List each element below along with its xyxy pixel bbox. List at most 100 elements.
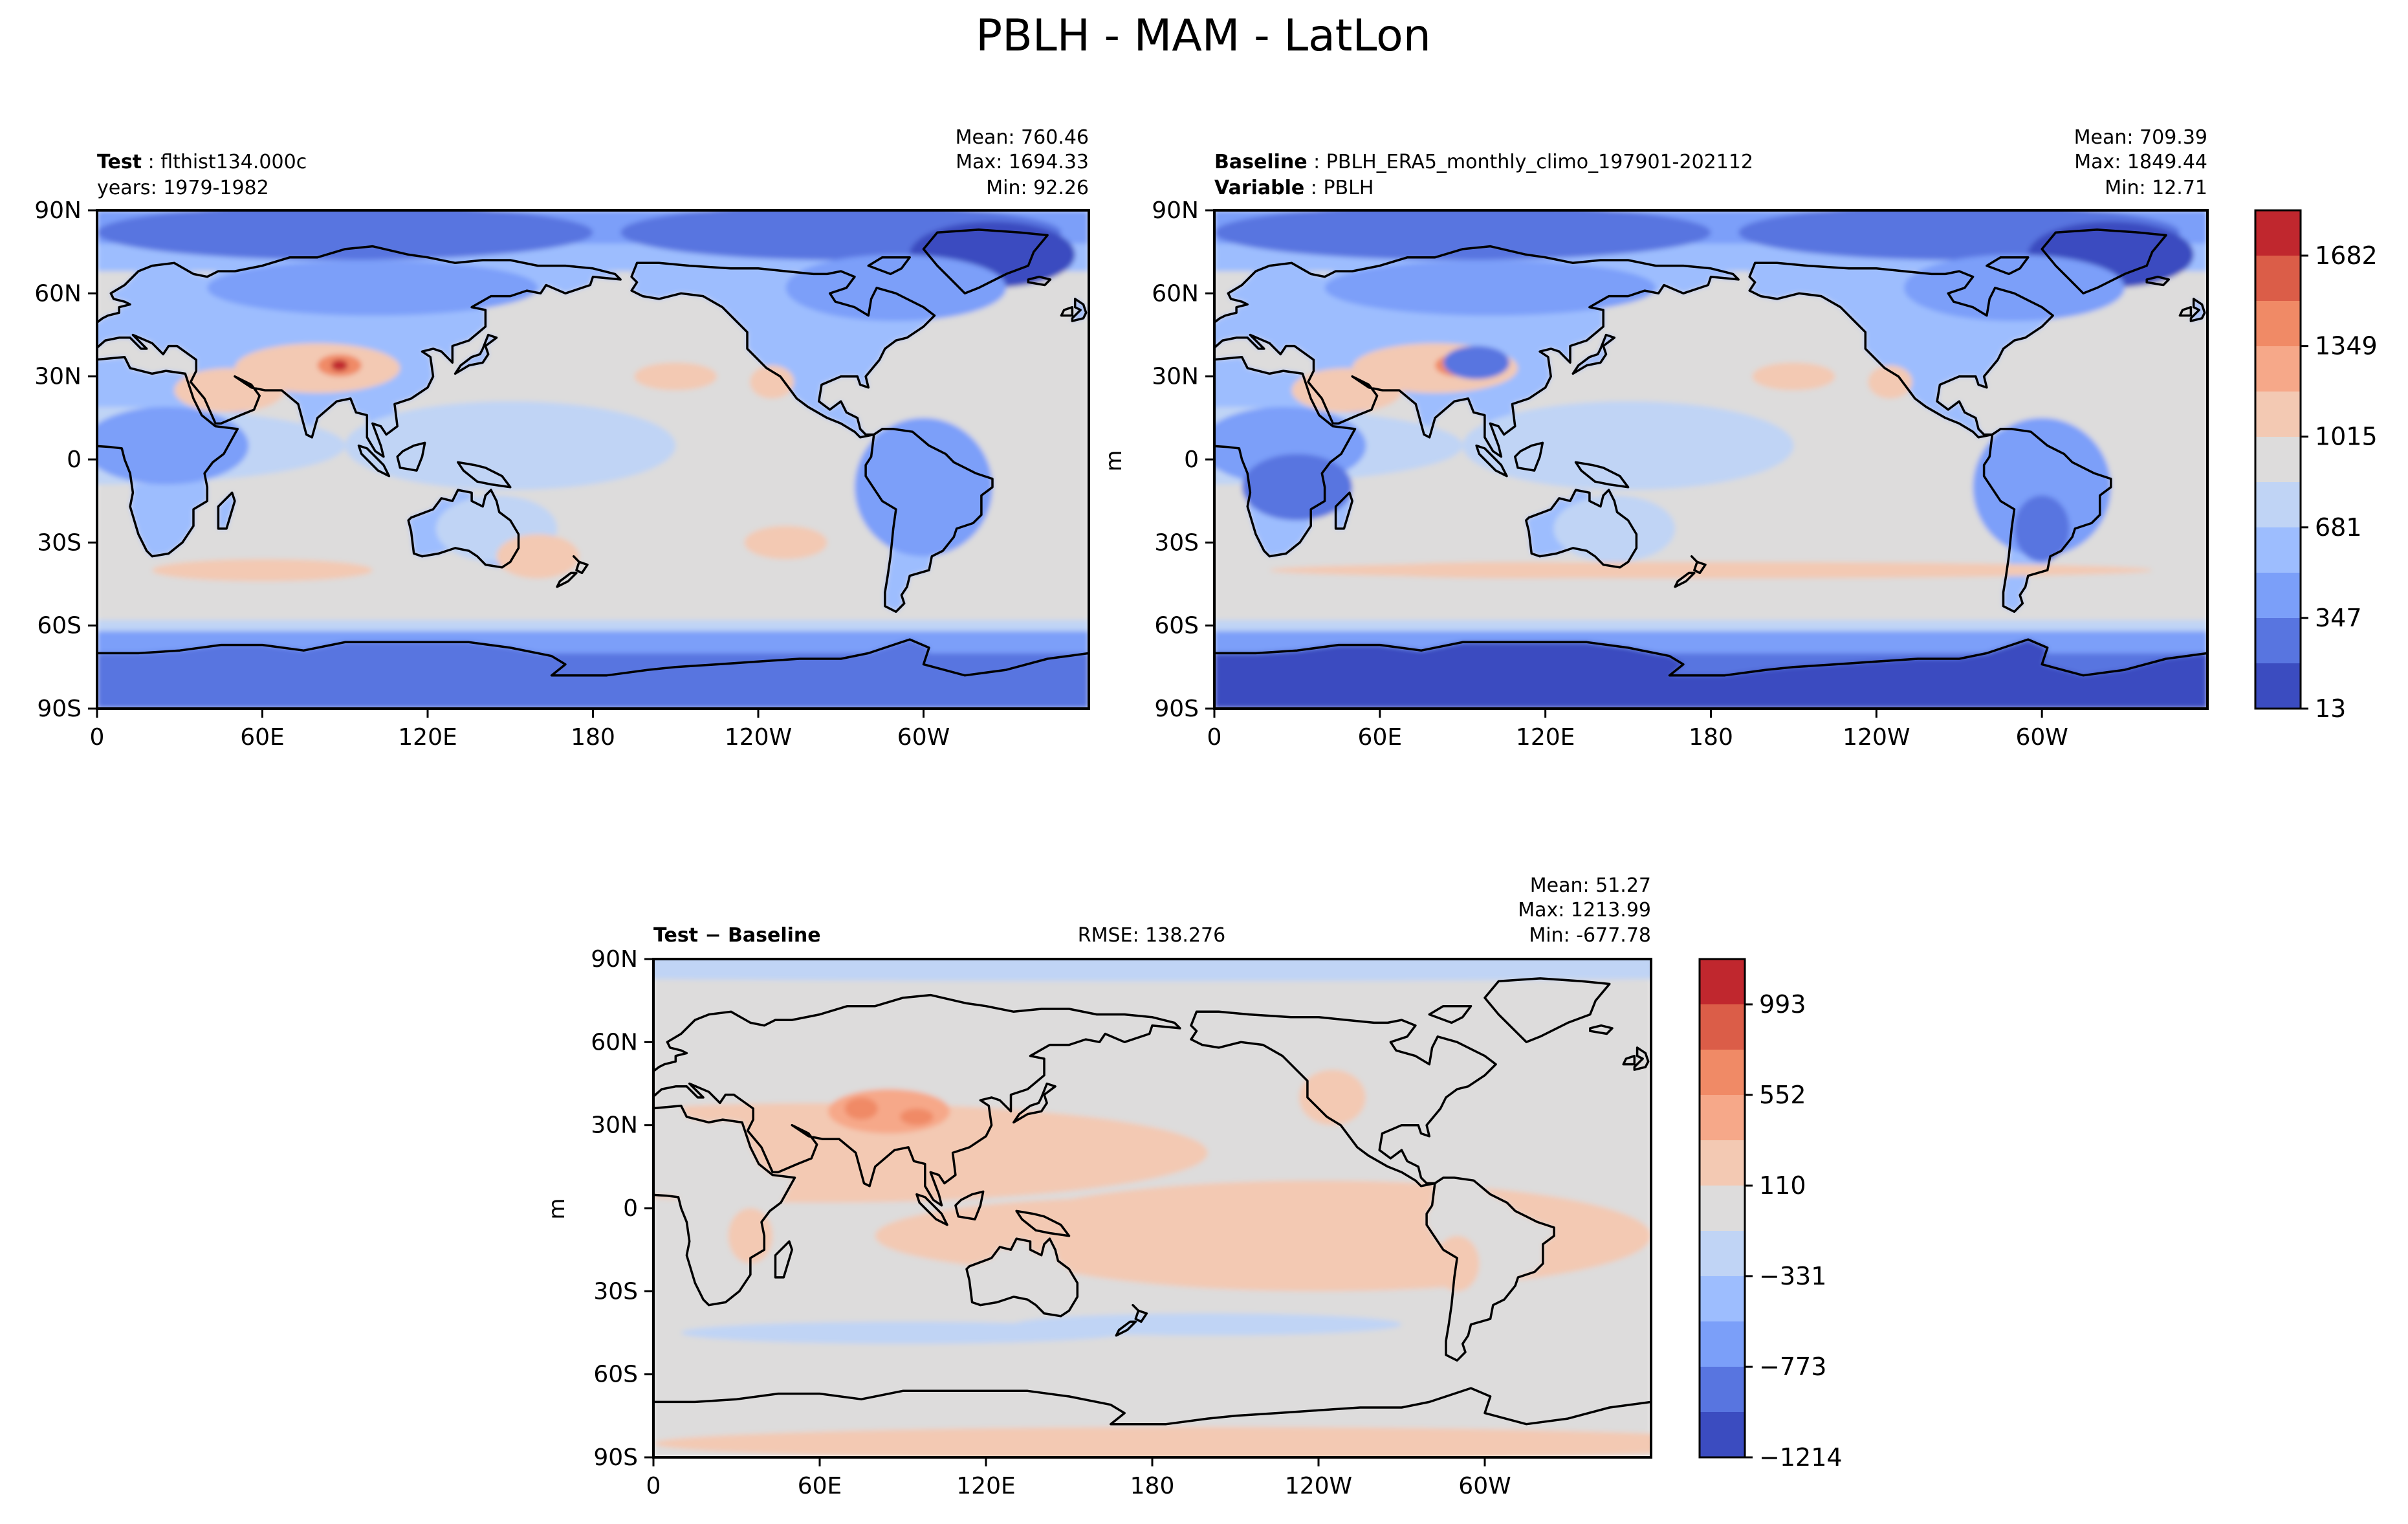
- coastline-namerica: [630, 261, 936, 439]
- colorbar-segment: [2255, 618, 2301, 663]
- coastline-samerica: [864, 428, 994, 613]
- coastline-japan: [1571, 333, 1616, 375]
- baseline-label-sep: :: [1313, 151, 1320, 173]
- test-label-bold: Test: [97, 151, 142, 173]
- x-tick-label: 60E: [1358, 724, 1403, 751]
- colorbar-segment: [1700, 1186, 1745, 1231]
- coastline-ireland: [1622, 1054, 1636, 1066]
- coastline-madagascar: [217, 491, 236, 530]
- x-tick-label: 60W: [2015, 724, 2068, 751]
- y-tick-label: 30S: [593, 1278, 638, 1305]
- y-tick-label: 0: [67, 447, 82, 473]
- x-tick-label: 120W: [1285, 1473, 1352, 1499]
- colorbar-segment: [1700, 1276, 1745, 1321]
- colorbar-segment: [2255, 346, 2301, 392]
- baseline-colorbar: 1682 1349 1015 681 347 13: [2254, 209, 2378, 723]
- coastline-baffin: [1428, 1004, 1472, 1024]
- y-tick-label: 30S: [37, 529, 82, 556]
- x-tick-label: 0: [1207, 724, 1222, 751]
- colorbar-tick-label: 993: [1759, 990, 1806, 1019]
- heatmap-field: [97, 210, 1089, 709]
- colorbar-segment: [2255, 392, 2301, 437]
- colorbar-tick-label: 552: [1759, 1081, 1806, 1109]
- x-tick-label: 180: [1130, 1473, 1175, 1499]
- difference-colorbar: 993 552 110 −331 −773 −1214: [1698, 958, 1843, 1472]
- coastline-greenland: [922, 228, 1049, 295]
- coastline-nzn: [1132, 1303, 1148, 1323]
- baseline-mean: Mean: 709.39: [2074, 126, 2207, 149]
- y-tick-label: 60S: [37, 613, 82, 639]
- x-tick-label: 120W: [1843, 724, 1910, 751]
- y-tick-label: 0: [1184, 447, 1199, 473]
- colorbar-segment: [2255, 482, 2301, 527]
- coastline-borneo: [954, 1190, 985, 1220]
- colorbar-segment: [1700, 959, 1745, 1004]
- svg-text:Test : flthist134.: Test : flthist134.000c: [97, 151, 307, 173]
- y-tick-label: 90S: [593, 1444, 638, 1471]
- y-tick-label: 0: [623, 1195, 638, 1222]
- colorbar-segment: [2255, 256, 2301, 301]
- colorbar-tick-label: 13: [2315, 694, 2346, 723]
- coastline-japan: [1012, 1082, 1056, 1124]
- y-tick-label: 90N: [591, 946, 638, 973]
- x-tick-label: 120E: [1516, 724, 1575, 751]
- colorbar-tick-label: −773: [1759, 1353, 1826, 1381]
- coastline-iceland: [1027, 275, 1052, 287]
- coastlines: [653, 977, 1651, 1457]
- coastline-newguinea: [1015, 1209, 1071, 1237]
- coastline-japan: [454, 333, 498, 375]
- y-tick-label: 90N: [1152, 197, 1199, 224]
- coastline-nzs: [556, 571, 578, 588]
- x-tick-label: 60W: [1458, 1473, 1511, 1499]
- colorbar-segment: [1700, 1321, 1745, 1367]
- y-tick-label: 90S: [1154, 696, 1199, 722]
- colorbar-tick-label: 1015: [2315, 423, 2378, 451]
- coastline-namerica: [1190, 1010, 1497, 1187]
- y-tick-label: 60S: [593, 1362, 638, 1388]
- coastline-sumatra: [915, 1193, 948, 1226]
- test-mean: Mean: 760.46: [956, 126, 1089, 149]
- y-tick-label: 60N: [34, 280, 82, 307]
- svg-text:Variable : PBLH: Variable : PBLH: [1214, 177, 1374, 199]
- coastline-sumatra: [1475, 444, 1508, 478]
- coastline-africa: [97, 355, 239, 558]
- figure-title: PBLH - MAM - LatLon: [976, 10, 1431, 61]
- x-tick-label: 0: [90, 724, 105, 751]
- y-tick-label: 30N: [34, 364, 82, 390]
- baseline-units-label: m: [1101, 450, 1127, 471]
- coastline-nzn: [572, 555, 589, 575]
- coastline-antarctica: [1214, 638, 2207, 709]
- colorbar-segment: [1700, 1367, 1745, 1412]
- coastline-sumatra: [357, 444, 391, 478]
- colorbar-segment: [1700, 1231, 1745, 1276]
- y-tick-label: 30N: [591, 1112, 638, 1139]
- colorbar-segment: [2255, 437, 2301, 482]
- difference-mean: Mean: 51.27: [1530, 874, 1651, 897]
- coastline-australia: [1525, 489, 1638, 569]
- coastline-australia: [965, 1237, 1079, 1318]
- colorbar-segment: [2255, 527, 2301, 573]
- difference-rmse: RMSE: 138.276: [1078, 924, 1225, 947]
- baseline-max: Max: 1849.44: [2074, 151, 2207, 173]
- svg-text:Baseline : PBLH_ER: Baseline : PBLH_ERA5_monthly_climo_19790…: [1214, 151, 1753, 173]
- variable-label-bold: Variable: [1214, 177, 1304, 199]
- x-tick-label: 120E: [956, 1473, 1015, 1499]
- colorbar-tick-label: 110: [1759, 1171, 1806, 1200]
- colorbar-segment: [1700, 1140, 1745, 1186]
- y-tick-label: 30S: [1154, 529, 1199, 556]
- coastline-baffin: [1986, 256, 2030, 276]
- baseline-label-value: PBLH_ERA5_monthly_climo_197901-202112: [1326, 151, 1753, 173]
- y-tick-label: 60N: [591, 1029, 638, 1055]
- variable-label-value: PBLH: [1323, 177, 1374, 199]
- x-tick-label: 0: [646, 1473, 661, 1499]
- colorbar-segment: [2255, 573, 2301, 618]
- colorbar-tick-label: 681: [2315, 513, 2362, 542]
- coastline-antarctica: [97, 638, 1089, 709]
- coastline-borneo: [396, 441, 426, 472]
- coastline-ireland: [1060, 305, 1074, 317]
- y-tick-label: 90S: [37, 696, 82, 722]
- test-panel-labels: Test : flthist134.000c years: 1979-1982 …: [97, 126, 1089, 199]
- x-tick-label: 180: [571, 724, 615, 751]
- coastline-ireland: [2178, 305, 2193, 317]
